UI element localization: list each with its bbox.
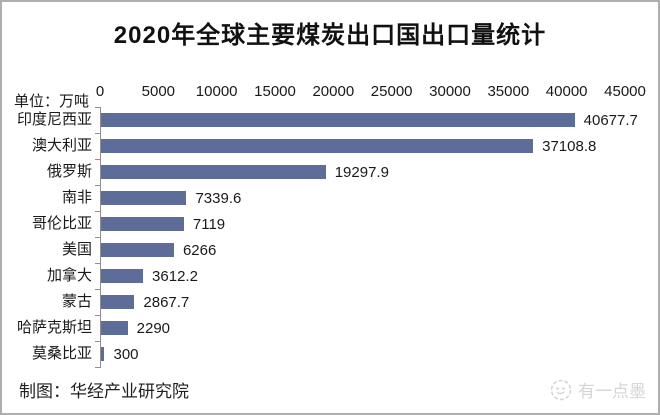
x-tick-label: 45000 — [604, 83, 646, 100]
bar — [101, 269, 144, 283]
value-label: 19297.9 — [334, 163, 389, 181]
category-axis-tick — [95, 367, 101, 368]
category-axis-tick — [95, 289, 101, 290]
x-tick-label: 30000 — [429, 83, 471, 100]
bar-row: 6266 — [101, 237, 625, 263]
category-label: 澳大利亚 — [31, 137, 92, 154]
footer-credit: 制图：华经产业研究院 — [19, 382, 189, 401]
bar-row: 19297.9 — [101, 159, 625, 185]
chart-title: 2020年全球主要煤炭出口国出口量统计 — [113, 22, 547, 49]
x-tick-label: 20000 — [312, 83, 355, 100]
category-axis-tick — [95, 315, 101, 316]
bar — [101, 321, 128, 335]
plot-area: 40677.7 37108.8 19297.9 7339.6 7119 6266 3612.… — [95, 107, 638, 368]
value-label: 40677.7 — [583, 111, 638, 129]
ink-dot-face-logo-icon — [550, 379, 572, 400]
x-tick-label: 0 — [95, 83, 105, 100]
value-label: 7119 — [192, 215, 226, 233]
category-axis-tick — [95, 263, 101, 264]
value-label: 37108.8 — [542, 137, 597, 155]
category-label: 蒙古 — [61, 293, 92, 310]
bar — [101, 165, 326, 179]
bar — [101, 217, 184, 231]
bar-row: 2867.7 — [101, 289, 625, 315]
bar — [101, 191, 187, 205]
category-label: 俄罗斯 — [46, 163, 92, 180]
value-label: 300 — [113, 345, 139, 363]
bar-row: 300 — [101, 341, 625, 367]
category-label: 美国 — [61, 241, 92, 258]
value-label: 3612.2 — [152, 267, 198, 285]
bar-row: 3612.2 — [101, 263, 625, 289]
x-tick-label: 5000 — [141, 83, 176, 100]
category-axis-tick — [95, 341, 101, 342]
category-label: 莫桑比亚 — [31, 345, 92, 362]
bar-row: 2290 — [101, 315, 625, 341]
category-label: 南非 — [61, 189, 92, 206]
watermark: 有一点墨 — [550, 377, 646, 402]
x-tick-label: 35000 — [487, 83, 530, 100]
x-tick-label: 40000 — [545, 83, 588, 100]
category-label: 哥伦比亚 — [31, 215, 92, 232]
x-tick-label: 10000 — [195, 83, 238, 100]
bar-row: 40677.7 — [101, 107, 638, 133]
category-axis: 印度尼西亚澳大利亚俄罗斯南非哥伦比亚美国加拿大蒙古哈萨克斯坦莫桑比亚 — [2, 107, 95, 367]
value-label: 2290 — [136, 319, 171, 337]
bar — [101, 139, 534, 153]
category-axis-tick — [95, 133, 101, 134]
category-axis-tick — [95, 211, 101, 212]
bar-row: 37108.8 — [101, 133, 625, 159]
x-tick-label: 15000 — [254, 83, 296, 100]
bar — [101, 295, 135, 309]
value-label: 6266 — [182, 241, 217, 259]
bar-row: 7339.6 — [101, 185, 625, 211]
bar — [101, 243, 174, 257]
value-label: 7339.6 — [195, 189, 242, 207]
x-tick-label: 25000 — [370, 83, 413, 100]
unit-label: 单位：万吨 — [14, 93, 90, 110]
value-label: 2867.7 — [143, 293, 190, 311]
category-axis-tick — [95, 159, 101, 160]
category-label: 哈萨克斯坦 — [16, 319, 92, 336]
bar — [101, 113, 575, 127]
bar — [101, 347, 105, 361]
category-label: 加拿大 — [46, 267, 92, 284]
x-axis: 0 5000 10000 15000 20000 25000 30000 35000 40000… — [96, 83, 646, 101]
category-axis-tick — [95, 237, 101, 238]
category-axis-tick — [95, 185, 101, 186]
watermark-text: 有一点墨 — [578, 382, 646, 401]
category-label: 印度尼西亚 — [16, 111, 92, 128]
category-axis-tick — [95, 107, 101, 108]
bar-row: 7119 — [101, 211, 625, 237]
